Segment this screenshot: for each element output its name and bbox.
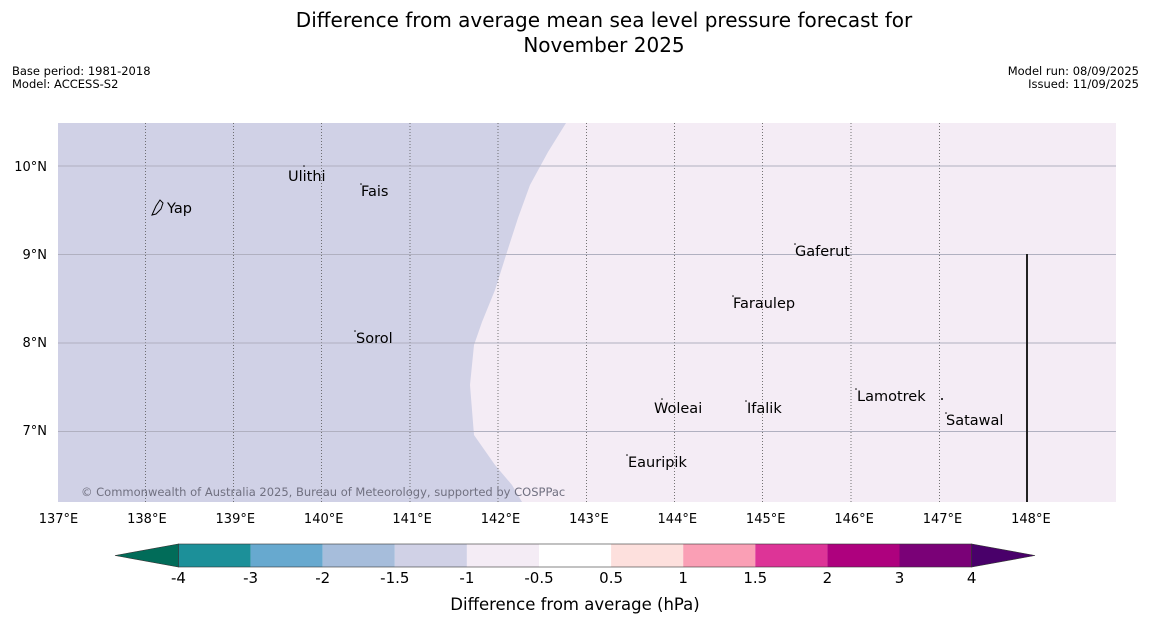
colorbar-bin xyxy=(539,544,612,567)
region-minus1-5-to-minus1 xyxy=(58,123,566,502)
colorbar-bin xyxy=(394,544,467,567)
map-area: Yap Ulithi Fais Gaferut Faraulep Sorol L… xyxy=(58,123,1116,502)
fais-dot xyxy=(360,183,362,185)
gridlines xyxy=(58,123,1116,502)
place-label-ifalik: Ifalik xyxy=(747,401,782,417)
lon-label: 148°E xyxy=(1011,512,1051,527)
lon-label: 147°E xyxy=(923,512,963,527)
islands xyxy=(151,165,947,456)
colorbar-tick-label: 4 xyxy=(967,569,977,587)
colorbar-bin xyxy=(250,544,323,567)
place-label-satawal: Satawal xyxy=(946,413,1003,429)
colorbar-tick-label: 3 xyxy=(895,569,905,587)
colorbar-tick-label: 1.5 xyxy=(743,569,767,587)
place-label-ulithi: Ulithi xyxy=(288,169,326,185)
meta-right: Model run: 08/09/2025 Issued: 11/09/2025 xyxy=(1008,65,1139,91)
lon-label: 137°E xyxy=(39,512,79,527)
lamotrek-dot xyxy=(855,388,857,390)
place-label-lamotrek: Lamotrek xyxy=(857,389,926,405)
satawal-dot xyxy=(945,412,947,414)
base-period: Base period: 1981-2018 xyxy=(12,64,151,78)
colorbar-tick-label: -1.5 xyxy=(380,569,409,587)
colorbar-bin xyxy=(683,544,756,567)
eauripik-dot xyxy=(626,454,628,456)
colorbar-tick-label: 2 xyxy=(823,569,833,587)
sorol-dot xyxy=(354,330,356,332)
place-label-faraulep: Faraulep xyxy=(733,296,795,312)
lon-label: 140°E xyxy=(304,512,344,527)
title-line-2: November 2025 xyxy=(523,33,685,57)
colorbar: -4 -3 -2 -1.5 -1 -0.5 0.5 1 1.5 2 3 4 xyxy=(114,543,1036,587)
place-label-woleai: Woleai xyxy=(654,401,702,417)
lon-label: 138°E xyxy=(127,512,167,527)
colorbar-tick-label: -4 xyxy=(171,569,186,587)
lat-label-7n: 7°N xyxy=(23,424,48,439)
lon-label: 142°E xyxy=(481,512,521,527)
ulithi-dot xyxy=(303,165,305,167)
copyright-text: © Commonwealth of Australia 2025, Bureau… xyxy=(81,485,565,499)
colorbar-border xyxy=(178,543,972,568)
colorbar-bin xyxy=(466,544,539,567)
colorbar-tick-label: -3 xyxy=(243,569,258,587)
lon-tick-labels: 137°E 138°E 139°E 140°E 141°E 142°E 143°E 144°E… xyxy=(39,512,1051,527)
lon-label: 145°E xyxy=(746,512,786,527)
colorbar-tick-label: -1 xyxy=(459,569,474,587)
colorbar-bin xyxy=(899,544,972,567)
title-line-1: Difference from average mean sea level p… xyxy=(295,8,913,32)
colorbar-tick-label: -2 xyxy=(315,569,330,587)
colorbar-bin xyxy=(827,544,900,567)
colorbar-tick-label: -0.5 xyxy=(524,569,553,587)
lat-label-8n: 8°N xyxy=(23,336,48,351)
colorbar-tick-label: 0.5 xyxy=(599,569,623,587)
colorbar-extend-high xyxy=(971,543,1036,568)
lat-tick-labels: 10°N 9°N 8°N 7°N xyxy=(14,160,47,439)
colorbar-extend-low xyxy=(114,543,179,568)
ifalik-dot xyxy=(745,400,747,402)
lamotrek-east-dot xyxy=(941,398,943,400)
meta-left: Base period: 1981-2018 Model: ACCESS-S2 xyxy=(12,65,151,91)
chart-title: Difference from average mean sea level p… xyxy=(0,8,1150,58)
lat-label-9n: 9°N xyxy=(23,248,48,263)
lat-label-10n: 10°N xyxy=(14,160,47,175)
colorbar-bin xyxy=(322,544,395,567)
place-label-eauripik: Eauripik xyxy=(628,455,687,471)
place-labels: Yap Ulithi Fais Gaferut Faraulep Sorol L… xyxy=(166,169,1003,471)
colorbar-bin xyxy=(611,544,684,567)
lon-label: 141°E xyxy=(392,512,432,527)
yap-island-shape xyxy=(151,199,164,216)
gaferut-dot xyxy=(794,243,796,245)
colorbar-label: Difference from average (hPa) xyxy=(450,595,699,614)
lon-label: 146°E xyxy=(834,512,874,527)
lon-label: 143°E xyxy=(569,512,609,527)
issued-date: Issued: 11/09/2025 xyxy=(1028,77,1139,91)
place-label-sorol: Sorol xyxy=(356,331,393,347)
woleai-dot xyxy=(661,398,663,400)
colorbar-tick-label: 1 xyxy=(678,569,688,587)
place-label-yap: Yap xyxy=(166,201,192,217)
place-label-fais: Fais xyxy=(361,184,388,200)
lon-label: 144°E xyxy=(658,512,698,527)
colorbar-bin xyxy=(178,544,251,567)
lon-label: 139°E xyxy=(216,512,256,527)
faraulep-dot xyxy=(732,295,734,297)
place-label-gaferut: Gaferut xyxy=(795,244,850,260)
colorbar-bin xyxy=(755,544,828,567)
model-run: Model run: 08/09/2025 xyxy=(1007,64,1139,78)
model-name: Model: ACCESS-S2 xyxy=(12,77,119,91)
